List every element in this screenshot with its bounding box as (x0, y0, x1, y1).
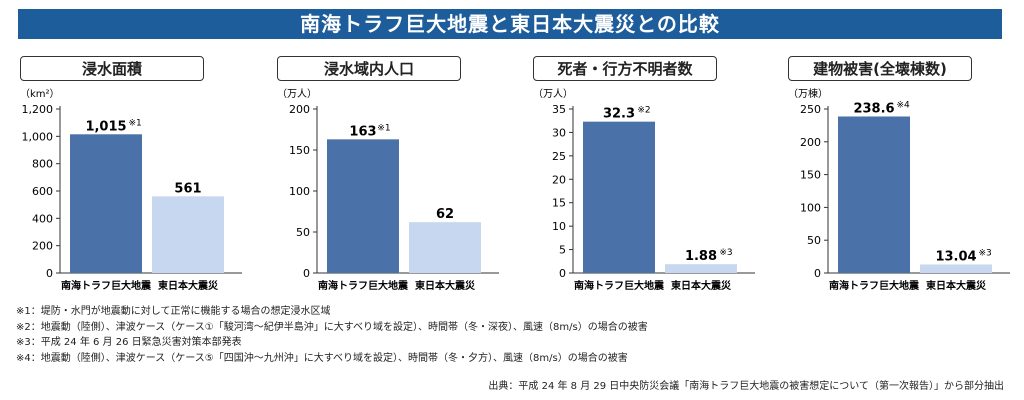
bar (70, 134, 142, 273)
y-tick-label: 0 (46, 267, 53, 280)
note-marker: ※3 (979, 248, 992, 258)
y-axis-unit: （km²） (20, 88, 60, 100)
category-label: 東日本大震災 (415, 279, 476, 292)
y-tick-label: 35 (552, 103, 566, 116)
category-label: 東日本大震災 (158, 279, 219, 292)
y-axis-unit: （万棟） (788, 87, 828, 100)
chart-panel-inundation-area: 浸水面積 （km²） 0 200 400 600 800 1,000 1,200 1,015 ※1… (20, 56, 242, 296)
footnote: ※3：平成 24 年 6 月 26 日緊急災害対策本部発表 (16, 337, 242, 348)
chart-title: 建物被害(全壊棟数) (788, 56, 972, 81)
y-tick-label: 1,000 (22, 130, 54, 143)
y-tick-label: 200 (289, 103, 310, 116)
bar-chart-inundation-area: （km²） 0 200 400 600 800 1,000 1,200 1,015 ※1 南海トラフ… (20, 88, 242, 292)
y-tick-label: 0 (814, 267, 821, 280)
note-marker: ※2 (637, 106, 650, 116)
bar (838, 116, 910, 274)
y-tick-label: 100 (289, 185, 310, 198)
bar (920, 264, 992, 273)
footnote: ※1：堤防・水門が地震動に対して正常に機能する場合の想定浸水区域 (16, 306, 331, 317)
y-tick-label: 250 (800, 103, 821, 116)
chart-panel-population: 浸水域内人口 （万人） 0 50 100 150 200 163 ※1 南海トラフ巨大地震 62 東… (277, 56, 499, 296)
y-tick-label: 400 (32, 212, 53, 225)
y-tick-label: 0 (559, 267, 566, 280)
note-marker: ※4 (897, 100, 911, 110)
y-tick-label: 200 (800, 136, 821, 149)
data-label: 1,015 (85, 119, 126, 134)
bar (665, 264, 737, 273)
y-tick-label: 150 (289, 144, 310, 157)
category-label: 南海トラフ巨大地震 (318, 279, 409, 292)
y-tick-label: 20 (552, 173, 566, 186)
source-citation: 出典：平成 24 年 8 月 29 日中央防災会議「南海トラフ巨大地震の被害想定… (488, 381, 1004, 392)
y-tick-label: 200 (32, 240, 53, 253)
note-marker: ※1 (129, 118, 142, 128)
y-tick-label: 100 (800, 201, 821, 214)
y-tick-label: 25 (552, 150, 566, 163)
chart-title: 浸水域内人口 (277, 56, 461, 81)
y-tick-label: 5 (559, 244, 566, 257)
footnote: ※2：地震動（陸側）、津波ケース（ケース①「駿河湾～紀伊半島沖」に大すべり域を設… (16, 321, 648, 333)
chart-title: 浸水面積 (20, 56, 204, 81)
category-label: 南海トラフ巨大地震 (574, 279, 665, 292)
data-label: 32.3 (603, 107, 635, 122)
chart-panel-building-damage: 建物被害(全壊棟数) （万棟） 0 50 100 150 200 250 238.6 ※4 南海ト… (788, 56, 1010, 296)
y-axis-unit: （万人） (533, 88, 573, 100)
bar-chart-building-damage: （万棟） 0 50 100 150 200 250 238.6 ※4 南海トラフ巨大地震 13.04… (788, 87, 1010, 292)
category-label: 東日本大震災 (926, 279, 987, 292)
data-label: 1.88 (685, 249, 717, 264)
bar (409, 222, 481, 273)
y-tick-label: 600 (32, 185, 53, 198)
y-tick-label: 0 (303, 267, 310, 280)
y-tick-label: 800 (32, 158, 53, 171)
y-axis-unit: （万人） (277, 88, 317, 100)
chart-panel-casualties: 死者・行方不明者数 （万人） 0 5 10 15 20 25 30 35 32.3 ※2 南海トラフ巨… (533, 56, 755, 296)
data-label: 62 (436, 207, 454, 222)
y-tick-label: 15 (552, 197, 566, 210)
y-tick-label: 30 (552, 126, 566, 139)
footnotes: ※1：堤防・水門が地震動に対して正常に機能する場合の想定浸水区域 ※2：地震動（… (16, 304, 648, 366)
bar-chart-population: （万人） 0 50 100 150 200 163 ※1 南海トラフ巨大地震 62 東日本大震災 (277, 88, 499, 292)
note-marker: ※3 (719, 248, 732, 258)
data-label: 561 (174, 181, 201, 196)
bar (583, 121, 655, 273)
y-tick-label: 150 (800, 169, 821, 182)
data-label: 163 (349, 124, 376, 139)
y-tick-label: 10 (552, 220, 566, 233)
bar (152, 196, 224, 273)
bar-chart-casualties: （万人） 0 5 10 15 20 25 30 35 32.3 ※2 南海トラフ巨大地震 1.88 ※3 東… (533, 88, 755, 292)
page-title: 南海トラフ巨大地震と東日本大震災との比較 (18, 9, 1002, 39)
category-label: 南海トラフ巨大地震 (829, 279, 920, 292)
footnote: ※4：地震動（陸側）、津波ケース（ケース⑤「四国沖～九州沖」に大すべり域を設定）… (16, 352, 628, 364)
y-tick-label: 50 (296, 226, 310, 239)
category-label: 東日本大震災 (671, 279, 732, 292)
category-label: 南海トラフ巨大地震 (61, 279, 152, 292)
data-label: 238.6 (853, 101, 894, 116)
note-marker: ※1 (377, 123, 390, 133)
chart-title: 死者・行方不明者数 (533, 56, 717, 81)
data-label: 13.04 (935, 249, 976, 264)
bar (327, 139, 399, 273)
y-tick-label: 1,200 (22, 103, 54, 116)
y-tick-label: 50 (807, 234, 821, 247)
